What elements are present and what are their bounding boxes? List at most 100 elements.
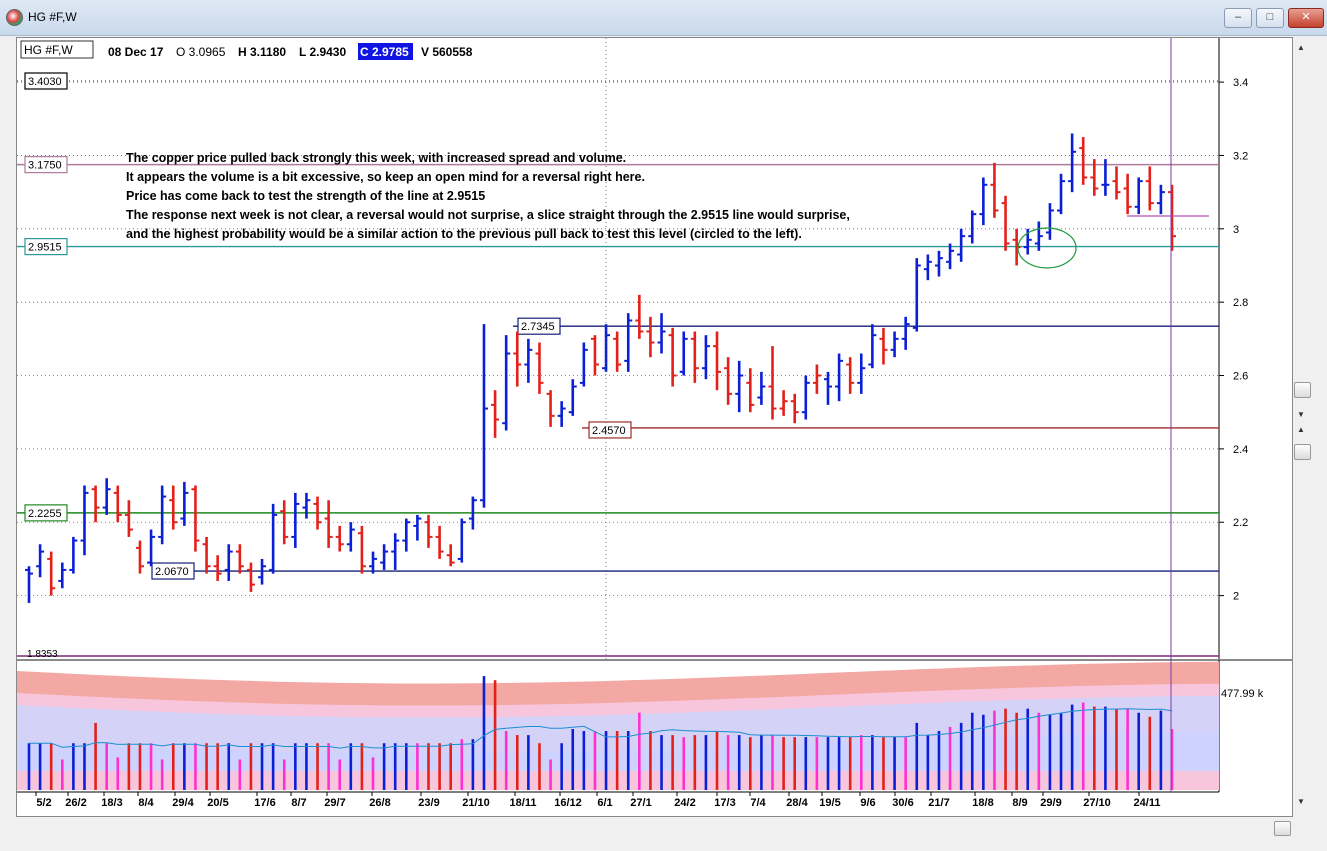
ohlc-bar [1057,173,1066,215]
price-tick-label: 3.2 [1233,150,1248,162]
zoom-up-arrow-icon[interactable]: ▲ [1297,425,1305,434]
ohlc-bar [435,525,444,559]
bar-volume: V 560558 [421,45,473,59]
ohlc-bar [180,481,189,526]
ohlc-bar [768,346,777,420]
chart-frame: HG #F,W 08 Dec 17 O 3.0965 H 3.1180 L 2.… [16,37,1293,817]
ohlc-bar [846,357,855,394]
annotation-line: It appears the volume is a bit excessive… [126,170,645,184]
ohlc-bar [801,375,810,420]
level-label: 3.4030 [28,76,62,88]
ohlc-bar [313,496,322,530]
volume-average-line [29,708,1173,749]
ohlc-bar [1101,159,1110,196]
ohlc-bar [1090,159,1099,196]
ohlc-bar [324,500,333,548]
ohlc-bar [113,485,122,523]
ohlc-bar [191,485,200,552]
ohlc-bar [147,529,156,567]
level-label: 3.1750 [28,160,62,172]
app-icon [6,9,23,26]
ohlc-bar [613,331,622,372]
ohlc-bar [590,335,599,376]
time-tick-label: 26/8 [369,797,390,809]
price-tick-label: 3.4 [1233,77,1248,89]
price-tick-label: 2.8 [1233,297,1248,309]
retest-circle [1017,227,1077,269]
scroll-thumb[interactable] [1294,382,1311,398]
ohlc-bar [491,390,500,438]
ohlc-bar [80,485,89,556]
time-tick-label: 29/9 [1040,797,1061,809]
ohlc-bar [579,342,588,387]
annotation-line: The response next week is not clear, a r… [126,208,850,222]
horizontal-scrollbar[interactable] [16,818,1311,838]
ohlc-bar [91,485,100,523]
ohlc-bar [1079,137,1088,185]
ohlc-bar [990,162,999,218]
time-tick-label: 26/2 [65,797,86,809]
ohlc-bar [901,316,910,350]
ohlc-bar [868,324,877,369]
time-tick-label: 16/12 [554,797,582,809]
time-tick-label: 8/9 [1012,797,1027,809]
time-tick-label: 20/5 [207,797,228,809]
level-label: 2.7345 [521,321,555,333]
time-tick-label: 30/6 [892,797,913,809]
ohlc-bar [979,177,988,226]
symbol-label: HG #F,W [24,43,73,57]
ohlc-bar [36,544,45,578]
ohlc-bar [713,331,722,391]
close-highlight [358,43,413,60]
ohlc-bar [513,331,522,387]
ohlc-bar [246,562,255,592]
ohlc-bar [369,551,378,574]
bar-date: 08 Dec 17 [108,45,164,59]
ohlc-bar [557,401,566,427]
volume-axis-label: 477.99 k [1221,688,1264,700]
horizontal-scroll-thumb[interactable] [1274,821,1291,836]
ohlc-bar [213,555,222,581]
ohlc-bar [47,551,56,596]
ohlc-bar [258,558,267,585]
time-tick-label: 9/6 [860,797,875,809]
price-tick-label: 2.6 [1233,371,1248,383]
ohlc-bar [269,503,278,574]
scroll-bottom-arrow-icon[interactable]: ▼ [1297,797,1305,806]
scroll-down-arrow-icon[interactable]: ▼ [1297,410,1305,419]
ohlc-bar [823,371,832,405]
ohlc-bar [1156,184,1165,215]
ohlc-bar [968,210,977,244]
ohlc-bar [957,228,966,262]
time-tick-label: 8/7 [291,797,306,809]
ohlc-bar [291,492,300,548]
zoom-thumb[interactable] [1294,444,1311,460]
ohlc-bar [668,327,677,387]
minimize-button[interactable]: – [1224,8,1252,28]
ohlc-bar [158,485,167,545]
ohlc-bar [724,357,733,405]
time-tick-label: 5/2 [36,797,51,809]
vertical-scrollbar[interactable]: ▲ ▼ ▲ ▼ [1293,37,1311,815]
time-tick-label: 28/4 [786,797,808,809]
maximize-button[interactable]: □ [1256,8,1284,28]
ohlc-bar [202,536,211,574]
ohlc-bar [446,544,455,567]
scroll-up-arrow-icon[interactable]: ▲ [1297,43,1305,52]
close-button[interactable]: ✕ [1288,8,1324,28]
bar-open: O 3.0965 [176,45,226,59]
ohlc-bar [890,331,899,358]
ohlc-bar [646,316,655,358]
time-tick-label: 24/2 [674,797,695,809]
ohlc-bar [657,313,666,354]
ohlc-bar [479,324,488,508]
ohlc-bar [1112,166,1121,200]
ohlc-bar [424,514,433,548]
level-label-box [24,156,68,174]
time-tick-label: 17/3 [714,797,735,809]
ohlc-bar [779,390,788,416]
level-label: 2.2255 [28,508,62,520]
ohlc-bar [679,331,688,376]
ohlc-bar [135,540,144,574]
time-tick-label: 21/7 [928,797,949,809]
